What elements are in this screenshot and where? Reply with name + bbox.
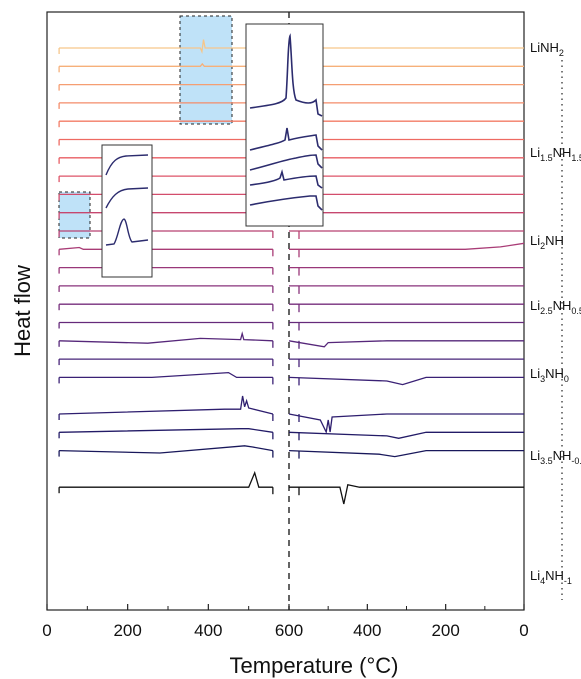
x-tick-cooling-2-label: 0 xyxy=(519,621,528,640)
inset-cooling-trace-5 xyxy=(249,195,323,211)
x-tick-cooling-0-label: 400 xyxy=(353,621,381,640)
inset-cooling xyxy=(245,23,324,227)
composition-label-2: Li2NH xyxy=(530,233,564,251)
cooling-trace-20 xyxy=(288,431,524,439)
cooling-trace-19 xyxy=(288,413,524,435)
inset-heating-trace-2 xyxy=(105,187,149,209)
composition-label-1: Li1.5NH1.5 xyxy=(530,145,581,163)
x-axis-label: Temperature (°C) xyxy=(230,653,399,678)
x-tick-heating-1-label: 200 xyxy=(113,621,141,640)
composition-label-4: Li3NH0 xyxy=(530,366,569,384)
heating-trace-16 xyxy=(59,331,273,344)
inset-heating-trace-1 xyxy=(105,154,149,176)
cooling-trace-22 xyxy=(289,484,524,505)
inset-heating xyxy=(101,144,153,278)
highlight-box-left xyxy=(58,191,91,239)
inset-heating-frame xyxy=(101,144,153,278)
inset-cooling-trace-3 xyxy=(249,154,323,171)
composition-label-6: Li4NH-1 xyxy=(530,568,572,586)
x-axis-ticks: 0 200 400 600 400 200 0 xyxy=(42,604,529,640)
heating-trace-1 xyxy=(59,62,273,67)
cooling-trace-11 xyxy=(289,242,525,250)
composition-labels: LiNH2 Li1.5NH1.5 Li2NH Li2.5NH0.5 Li3NH0 Li3.… xyxy=(530,40,581,586)
composition-label-5: Li3.5NH-0.5 xyxy=(530,448,581,466)
inset-cooling-trace-4 xyxy=(249,169,323,189)
heating-trace-22 xyxy=(59,470,273,488)
inset-heating-trace-3 xyxy=(105,218,149,246)
inset-cooling-trace-2 xyxy=(249,127,323,151)
heating-trace-0 xyxy=(59,39,273,54)
y-axis-label: Heat flow xyxy=(10,265,35,357)
highlight-box-right xyxy=(179,15,233,125)
heating-trace-11 xyxy=(59,246,273,250)
heating-trace-21 xyxy=(59,445,274,454)
heating-trace-20 xyxy=(59,428,273,433)
traces xyxy=(58,39,525,505)
x-tick-cooling-1-label: 200 xyxy=(431,621,459,640)
x-tick-heating-0-label: 0 xyxy=(42,621,51,640)
inset-cooling-trace-1 xyxy=(249,33,323,117)
plot-frame xyxy=(46,11,525,611)
composition-label-3: Li2.5NH0.5 xyxy=(530,298,581,316)
heating-trace-19 xyxy=(59,395,274,415)
cooling-trace-21 xyxy=(288,449,524,458)
composition-label-0: LiNH2 xyxy=(530,40,564,58)
x-tick-heating-2-label: 400 xyxy=(194,621,222,640)
x-tick-heating-3-label: 600 xyxy=(275,621,303,640)
cooling-trace-16 xyxy=(288,340,524,348)
cooling-trace-18 xyxy=(288,376,524,386)
heating-trace-18 xyxy=(59,371,273,379)
inset-cooling-frame xyxy=(245,23,324,227)
